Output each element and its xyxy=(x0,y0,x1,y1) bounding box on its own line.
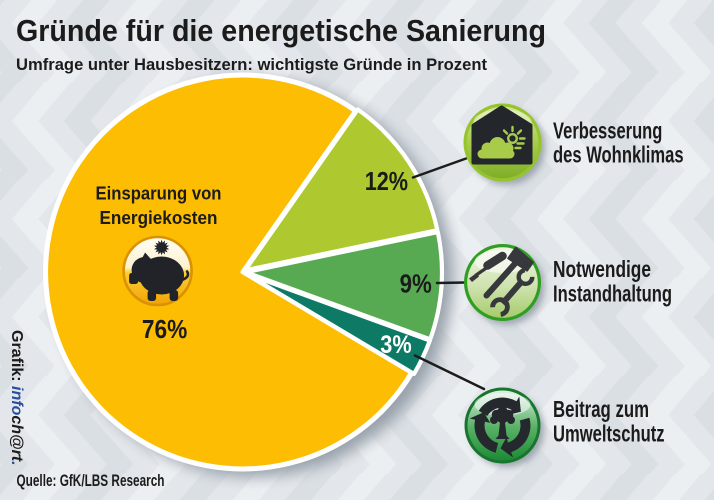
svg-text:Umfrage unter Hausbesitzern: w: Umfrage unter Hausbesitzern: wichtigste … xyxy=(16,56,487,74)
svg-text:des Wohnklimas: des Wohnklimas xyxy=(553,142,684,168)
svg-text:Umweltschutz: Umweltschutz xyxy=(553,421,665,447)
svg-text:Grafik: infoch@rt.: Grafik: infoch@rt. xyxy=(8,330,25,466)
svg-text:Energiekosten: Energiekosten xyxy=(100,208,218,228)
svg-text:Instandhaltung: Instandhaltung xyxy=(553,281,672,307)
svg-text:Quelle: GfK/LBS Research: Quelle: GfK/LBS Research xyxy=(17,472,165,490)
svg-text:Beitrag zum: Beitrag zum xyxy=(553,396,649,422)
svg-text:3%: 3% xyxy=(380,331,411,359)
svg-text:Einsparung von: Einsparung von xyxy=(96,184,222,204)
svg-text:76%: 76% xyxy=(142,314,187,344)
svg-text:Gründe für die energetische Sa: Gründe für die energetische Sanierung xyxy=(16,13,546,48)
svg-text:12%: 12% xyxy=(365,168,408,196)
svg-text:Notwendige: Notwendige xyxy=(553,256,651,282)
svg-text:Verbesserung: Verbesserung xyxy=(553,118,662,144)
svg-text:9%: 9% xyxy=(400,269,432,299)
